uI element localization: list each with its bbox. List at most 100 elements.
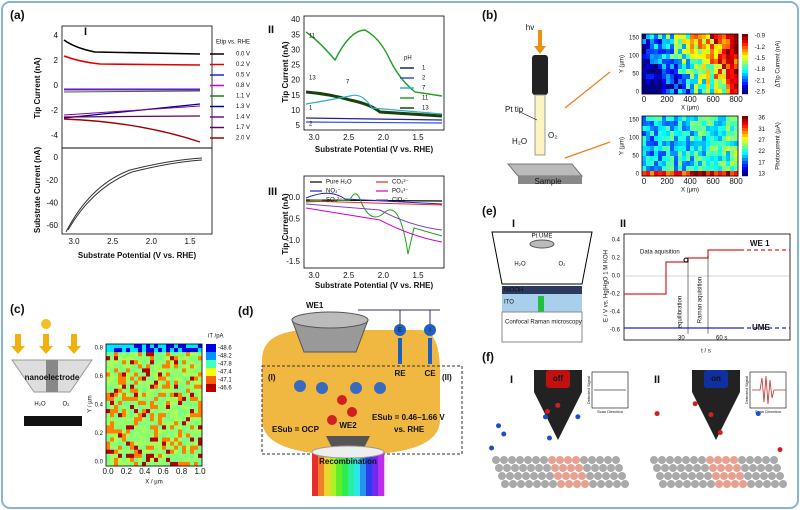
colorbar [742,76,748,80]
heatmap-cell [666,171,671,177]
heatmap-cell [706,141,711,147]
heatmap-cell [198,453,203,459]
colorbar-label: iT /pA [208,334,224,340]
curve [752,375,786,405]
heatmap-cell [666,89,671,95]
heatmap-cell [682,156,687,162]
heatmap-cell [646,156,651,162]
atom [514,472,522,480]
heatmap-cell [182,364,187,369]
axis-label: Y / µm [88,395,94,412]
legend-label: 1.7 V [236,125,250,131]
heatmap-cell [134,453,139,459]
colorbar [742,64,748,68]
heatmap-cell [126,352,131,357]
atom [586,472,594,480]
heatmap-cell [698,166,703,172]
heatmap-cell [150,392,155,398]
legend-label: 11 [422,96,429,102]
heatmap-cell [682,146,687,152]
heatmap-cell [722,34,727,40]
heatmap-cell [642,74,647,80]
heatmap-cell [118,400,123,406]
heatmap-cell [198,425,203,430]
heatmap-cell [130,360,135,365]
panel-label: (b) [482,8,497,22]
heatmap-cell [186,364,191,369]
heatmap-cell [186,413,191,418]
atom [527,464,535,472]
plot-frame [61,25,213,149]
heatmap-cell [138,400,143,406]
heatmap-cell [666,39,671,45]
heatmap-cell [190,372,195,377]
curve [63,115,201,118]
heatmap-cell [718,39,723,45]
legend-label: 1.3 V [236,104,250,110]
annotation: 60 s [716,336,727,342]
arrow [564,141,611,159]
heatmap-cell [642,161,647,167]
heatmap-cell [182,344,187,349]
heatmap-cell [166,441,171,446]
heatmap-cell [158,380,163,385]
heatmap-cell [122,388,127,394]
colorbar [742,34,748,38]
heatmap-cell [146,348,151,353]
heatmap-cell [154,356,159,361]
colorbar [742,67,748,71]
heatmap-cell [654,84,659,90]
heatmap-cell [154,405,159,410]
heatmap-cell [710,116,715,122]
heatmap-cell [138,405,143,410]
heatmap-cell [678,54,683,60]
heatmap-cell [114,392,119,398]
heatmap-cell [690,171,695,177]
atom [779,480,787,488]
heatmap-cell [182,417,187,422]
heatmap-cell [698,171,703,177]
atom [733,464,741,472]
heatmap-cell [194,352,199,357]
heatmap-cell [122,433,127,438]
heatmap-cell [110,457,115,463]
heatmap-cell [194,445,199,451]
heatmap-cell [146,396,151,402]
heatmap-cell [130,344,135,349]
heatmap-cell [130,356,135,361]
heatmap-cell [186,441,191,446]
heatmap-cell [194,356,199,361]
heatmap-cell [718,141,723,147]
heatmap-cell [126,461,131,467]
heatmap-cell [138,344,143,349]
heatmap-cell [130,348,135,353]
heatmap-cell [674,59,679,65]
heatmap-cell [722,166,727,172]
molecule [546,435,552,441]
heatmap-cell [110,344,115,349]
heatmap-cell [694,69,699,75]
heatmap-cell [686,39,691,45]
heatmap-cell [670,74,675,80]
heatmap-cell [162,400,167,406]
heatmap-cell [134,388,139,394]
heatmap-cell [134,449,139,455]
heatmap-cell [674,54,679,60]
heatmap-cell [698,34,703,40]
heatmap-cell [134,433,139,438]
heatmap-cell [142,425,147,430]
heatmap-cell [706,84,711,90]
heatmap-cell [658,84,663,90]
heatmap-cell [690,89,695,95]
heatmap-cell [722,54,727,60]
heatmap-cell [146,441,151,446]
heatmap-cell [646,84,651,90]
heatmap-cell [654,39,659,45]
tick-label: 2.5 [343,271,355,280]
heatmap-cell [106,352,111,357]
plot-frame [623,233,791,341]
heatmap-cell [138,392,143,398]
heatmap-cell [126,396,131,402]
heatmap-cell [194,441,199,446]
heatmap-cell [190,392,195,398]
